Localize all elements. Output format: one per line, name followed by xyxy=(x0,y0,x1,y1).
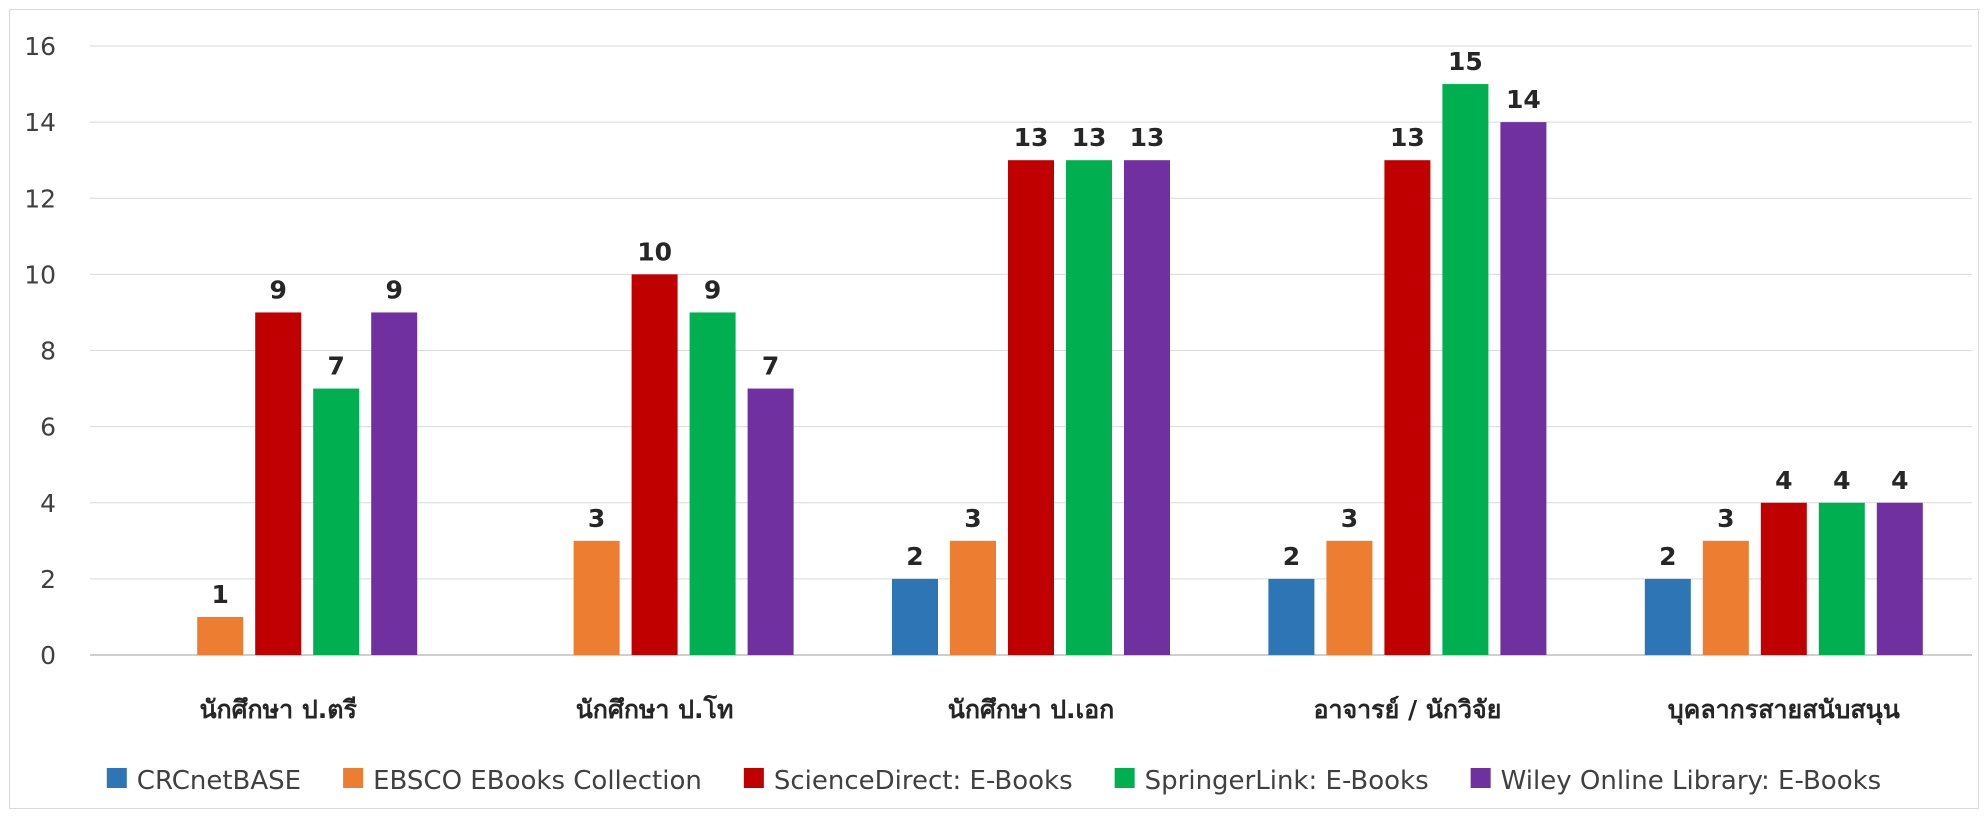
legend-label: Wiley Online Library: E-Books xyxy=(1501,766,1882,796)
data-label: 13 xyxy=(1130,123,1165,152)
x-tick-label: อาจารย์ / นักวิจัย xyxy=(1313,695,1501,724)
y-axis: 0 2 4 6 8 10 12 14 16 xyxy=(24,32,56,670)
bar xyxy=(1760,502,1807,655)
bar xyxy=(255,312,302,655)
legend-label: EBSCO EBooks Collection xyxy=(373,766,702,796)
data-label: 13 xyxy=(1014,123,1049,152)
bar xyxy=(1326,540,1373,655)
bar xyxy=(573,540,620,655)
data-label: 3 xyxy=(1717,504,1734,533)
y-tick-label: 0 xyxy=(40,641,56,670)
data-label: 4 xyxy=(1833,466,1850,495)
bar xyxy=(1644,578,1691,655)
y-tick-label: 4 xyxy=(40,489,56,518)
bar xyxy=(1818,502,1865,655)
data-label: 13 xyxy=(1072,123,1107,152)
data-label: 7 xyxy=(327,352,344,381)
x-tick-label: บุคลากรสายสนับสนุน xyxy=(1668,695,1900,726)
x-tick-label: นักศึกษา ป.เอก xyxy=(948,695,1115,724)
data-label: 3 xyxy=(588,504,605,533)
y-tick-label: 2 xyxy=(40,565,56,594)
bar xyxy=(950,540,996,655)
y-tick-label: 8 xyxy=(40,337,56,366)
y-tick-label: 6 xyxy=(40,413,56,442)
bar xyxy=(1500,122,1547,655)
data-label: 2 xyxy=(1659,542,1676,571)
legend-label: ScienceDirect: E-Books xyxy=(774,766,1073,796)
data-label: 3 xyxy=(964,504,981,533)
legend: CRCnetBASE EBSCO EBooks Collection Science… xyxy=(106,766,1882,796)
bar xyxy=(313,388,360,655)
data-label: 4 xyxy=(1775,466,1792,495)
y-tick-label: 16 xyxy=(24,32,56,61)
bar xyxy=(1008,160,1054,655)
data-label: 9 xyxy=(704,275,721,304)
bar xyxy=(1268,578,1315,655)
bar xyxy=(892,578,938,655)
legend-swatch xyxy=(743,768,764,788)
x-tick-label: นักศึกษา ป.โท xyxy=(576,694,734,724)
data-label: 2 xyxy=(1283,542,1300,571)
bar xyxy=(1442,84,1489,655)
data-label: 14 xyxy=(1506,85,1541,114)
bars xyxy=(197,84,1923,655)
legend-label: SpringerLink: E-Books xyxy=(1145,766,1429,796)
y-tick-label: 12 xyxy=(24,184,56,213)
data-label: 9 xyxy=(385,275,402,304)
legend-swatch xyxy=(1470,768,1491,788)
data-label: 4 xyxy=(1891,466,1908,495)
bar xyxy=(197,616,244,655)
bar xyxy=(371,312,418,655)
data-label: 1 xyxy=(211,580,228,609)
legend-label: CRCnetBASE xyxy=(137,766,301,796)
data-label: 15 xyxy=(1448,47,1483,76)
legend-swatch xyxy=(106,768,127,788)
data-labels: 1 9 7 9 3 10 9 7 2 3 13 13 13 2 3 13 15 14 2 3 4 4 4 xyxy=(211,47,1908,609)
data-label: 9 xyxy=(269,275,286,304)
data-label: 7 xyxy=(762,352,779,381)
data-label: 13 xyxy=(1390,123,1425,152)
data-label: 3 xyxy=(1341,504,1358,533)
bar xyxy=(631,274,678,655)
bar xyxy=(1702,540,1749,655)
bar xyxy=(1124,160,1170,655)
y-tick-label: 14 xyxy=(24,108,56,137)
bar xyxy=(1066,160,1112,655)
x-axis: นักศึกษา ป.ตรี นักศึกษา ป.โท นักศึกษา ป.เอ… xyxy=(199,694,1899,726)
bar xyxy=(1384,160,1431,655)
bar xyxy=(689,312,736,655)
x-tick-label: นักศึกษา ป.ตรี xyxy=(199,695,357,724)
data-label: 10 xyxy=(637,237,672,266)
legend-swatch xyxy=(1114,768,1135,788)
bar xyxy=(1876,502,1923,655)
legend-swatch xyxy=(343,768,364,788)
y-tick-label: 10 xyxy=(24,260,56,289)
data-label: 2 xyxy=(906,542,923,571)
bar xyxy=(747,388,794,655)
